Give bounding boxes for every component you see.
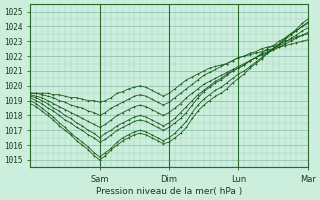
X-axis label: Pression niveau de la mer( hPa ): Pression niveau de la mer( hPa )	[96, 187, 242, 196]
